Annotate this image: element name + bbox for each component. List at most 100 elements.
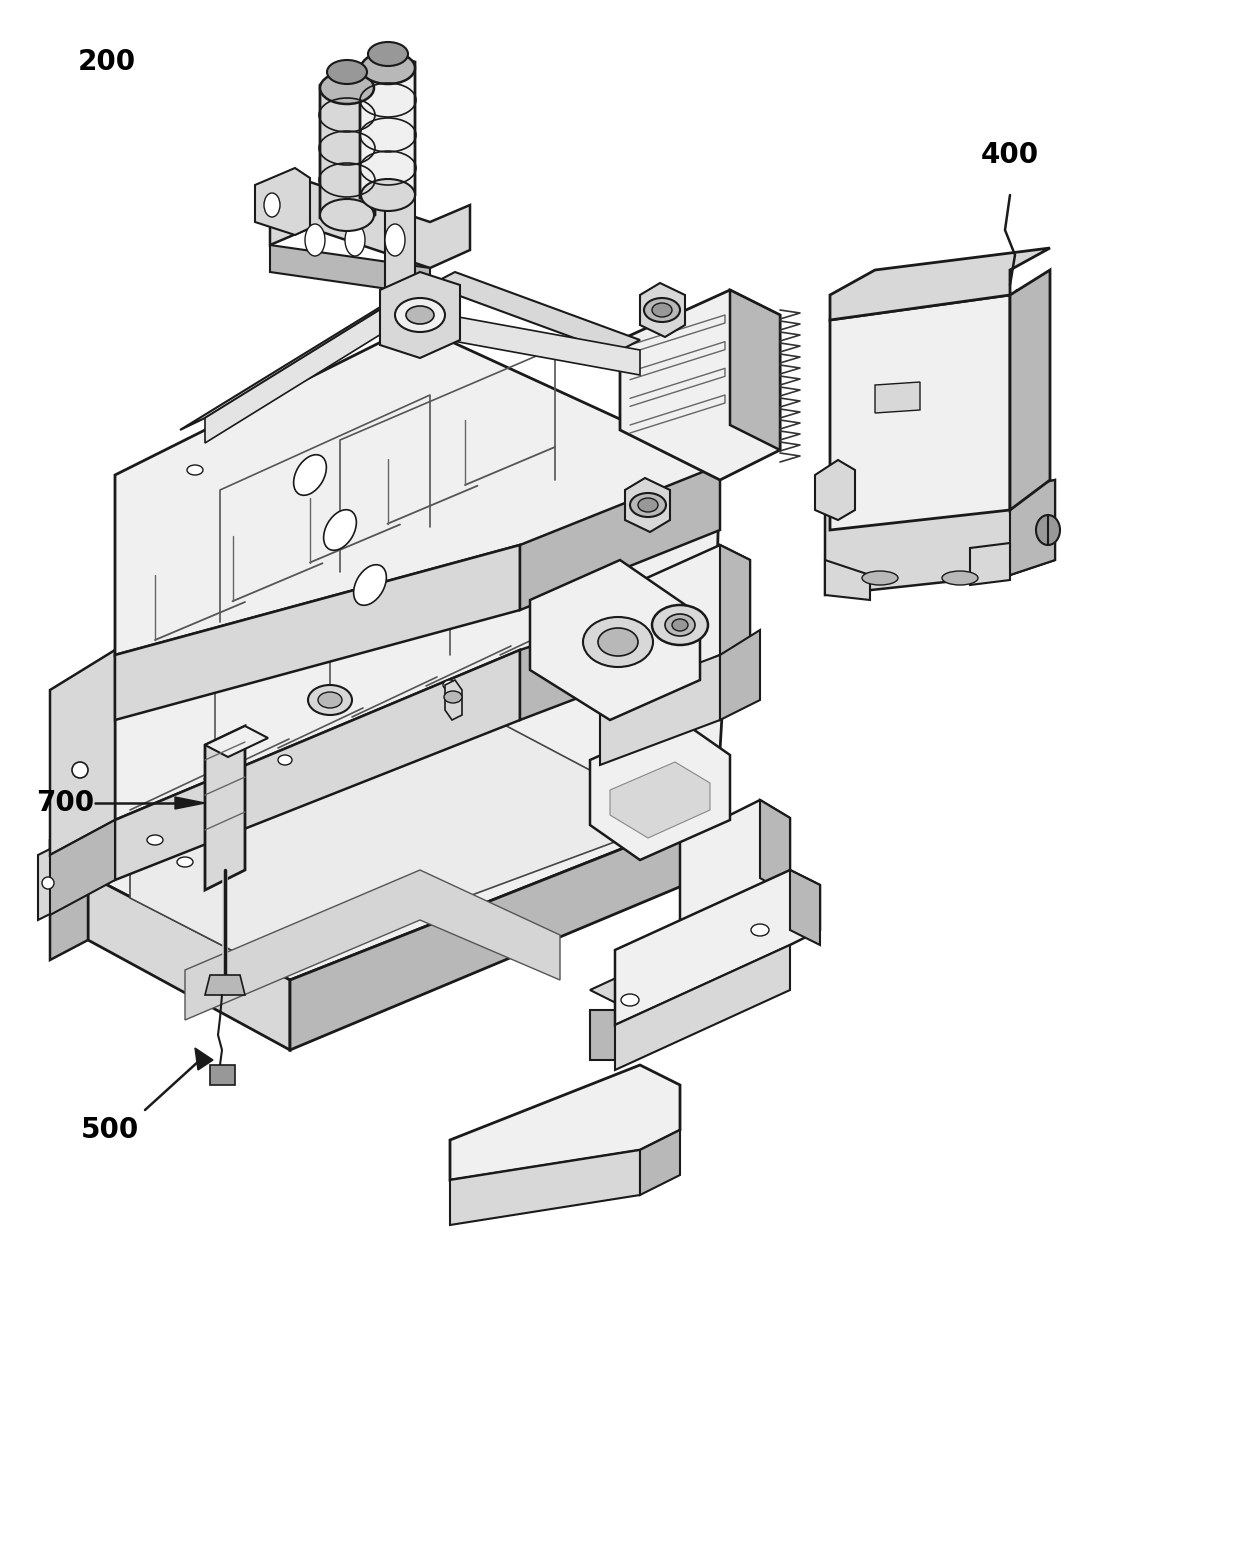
Ellipse shape <box>1035 515 1060 545</box>
Polygon shape <box>450 1065 680 1180</box>
Polygon shape <box>825 560 870 599</box>
Polygon shape <box>620 290 780 479</box>
Polygon shape <box>210 1065 236 1085</box>
Polygon shape <box>1011 479 1055 574</box>
Polygon shape <box>205 286 420 443</box>
Ellipse shape <box>583 617 653 667</box>
Text: 500: 500 <box>81 1116 139 1144</box>
Ellipse shape <box>396 298 445 332</box>
Ellipse shape <box>644 298 680 322</box>
Ellipse shape <box>177 857 193 866</box>
Polygon shape <box>790 869 820 944</box>
Ellipse shape <box>384 223 405 256</box>
Polygon shape <box>180 286 420 429</box>
Polygon shape <box>185 869 560 1019</box>
Polygon shape <box>88 876 290 1051</box>
Polygon shape <box>720 631 760 720</box>
Ellipse shape <box>327 59 367 84</box>
Polygon shape <box>600 656 720 765</box>
Ellipse shape <box>294 454 326 495</box>
Polygon shape <box>875 382 920 414</box>
Polygon shape <box>760 799 790 894</box>
Ellipse shape <box>598 628 639 656</box>
Ellipse shape <box>42 877 55 890</box>
Polygon shape <box>88 649 720 980</box>
Ellipse shape <box>443 681 458 690</box>
Polygon shape <box>205 726 268 757</box>
Polygon shape <box>830 248 1050 320</box>
Ellipse shape <box>751 924 769 937</box>
Ellipse shape <box>652 303 672 317</box>
Polygon shape <box>50 820 115 915</box>
Polygon shape <box>115 475 730 820</box>
Polygon shape <box>270 183 470 268</box>
Polygon shape <box>130 712 620 969</box>
Polygon shape <box>445 681 463 720</box>
Ellipse shape <box>320 72 374 105</box>
Ellipse shape <box>601 770 618 780</box>
Ellipse shape <box>665 613 694 635</box>
Polygon shape <box>50 649 115 855</box>
Ellipse shape <box>621 994 639 1005</box>
Polygon shape <box>520 581 730 720</box>
Polygon shape <box>50 820 88 901</box>
Polygon shape <box>290 810 720 1051</box>
Polygon shape <box>640 283 684 337</box>
Polygon shape <box>830 295 1011 531</box>
Polygon shape <box>205 726 246 890</box>
Ellipse shape <box>187 465 203 475</box>
Polygon shape <box>115 325 720 656</box>
Polygon shape <box>640 1130 680 1196</box>
Polygon shape <box>320 70 374 228</box>
Polygon shape <box>270 245 430 295</box>
Ellipse shape <box>278 756 291 765</box>
Polygon shape <box>625 478 670 532</box>
Ellipse shape <box>942 571 978 585</box>
Polygon shape <box>430 272 640 353</box>
Polygon shape <box>529 560 701 720</box>
Polygon shape <box>255 169 310 236</box>
Polygon shape <box>384 197 415 343</box>
Polygon shape <box>115 649 520 880</box>
Ellipse shape <box>444 692 463 702</box>
Polygon shape <box>205 976 246 994</box>
Polygon shape <box>38 845 58 919</box>
Ellipse shape <box>148 835 162 845</box>
Ellipse shape <box>324 510 356 551</box>
Ellipse shape <box>345 223 365 256</box>
Ellipse shape <box>320 198 374 231</box>
Polygon shape <box>610 762 711 838</box>
Ellipse shape <box>305 223 325 256</box>
Polygon shape <box>720 545 750 656</box>
Polygon shape <box>590 930 760 1010</box>
Ellipse shape <box>630 493 666 517</box>
Polygon shape <box>615 869 820 1026</box>
Ellipse shape <box>308 685 352 715</box>
Polygon shape <box>420 311 640 375</box>
Polygon shape <box>50 876 88 960</box>
Polygon shape <box>825 479 1055 595</box>
Polygon shape <box>360 50 415 208</box>
Ellipse shape <box>405 306 434 325</box>
Ellipse shape <box>361 180 415 211</box>
Ellipse shape <box>652 606 708 645</box>
Ellipse shape <box>361 52 415 84</box>
Polygon shape <box>590 951 760 1060</box>
Polygon shape <box>195 1047 213 1069</box>
Polygon shape <box>970 543 1011 585</box>
Polygon shape <box>175 798 205 809</box>
Polygon shape <box>680 799 790 935</box>
Ellipse shape <box>639 498 658 512</box>
Polygon shape <box>115 545 520 720</box>
Polygon shape <box>379 272 460 357</box>
Ellipse shape <box>368 42 408 66</box>
Polygon shape <box>730 290 780 450</box>
Ellipse shape <box>353 565 387 606</box>
Text: 200: 200 <box>78 48 136 76</box>
Text: 400: 400 <box>981 140 1039 169</box>
Text: 700: 700 <box>36 788 94 816</box>
Ellipse shape <box>264 194 280 217</box>
Ellipse shape <box>317 692 342 709</box>
Polygon shape <box>590 720 730 860</box>
Polygon shape <box>615 944 790 1069</box>
